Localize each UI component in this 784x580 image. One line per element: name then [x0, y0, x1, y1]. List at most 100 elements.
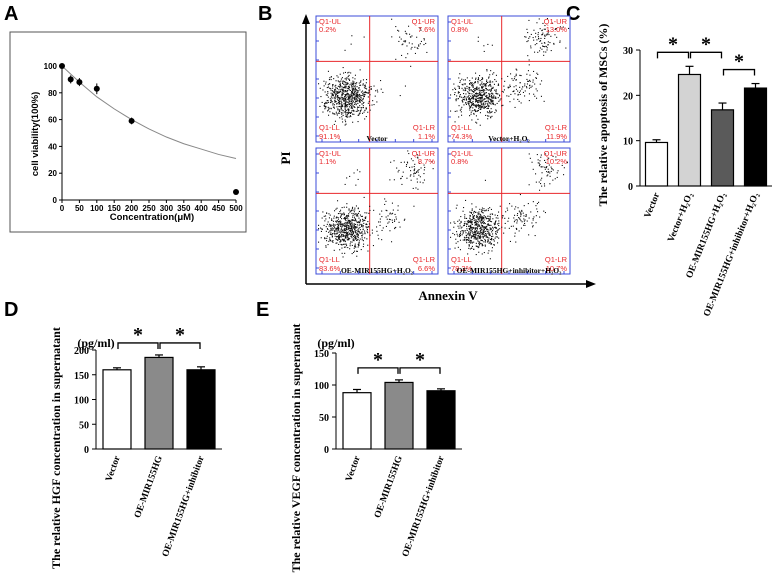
panel-b-dot [453, 226, 455, 228]
panel-b-dot [356, 232, 358, 234]
panel-b-dot [362, 218, 364, 220]
panel-b-dot [337, 109, 339, 111]
panel-b-dot [520, 214, 522, 216]
panel-b-dot [474, 95, 476, 97]
panel-b-dot [475, 242, 477, 244]
panel-b-dot [487, 252, 489, 254]
panel-b-ul-value: 0.2% [319, 25, 336, 34]
panel-b-dot [350, 43, 352, 45]
panel-b-dot [539, 47, 541, 49]
panel-b-dot [469, 241, 471, 243]
panel-b-dot [330, 228, 332, 230]
panel-b-dot [352, 238, 354, 240]
panel-b-dot [352, 206, 354, 208]
panel-b-dot [490, 117, 492, 119]
panel-b-dot [360, 232, 362, 234]
panel-b-dot [544, 35, 546, 37]
panel-b-dot [354, 90, 356, 92]
panel-b-dot [520, 220, 522, 222]
panel-b-dot [357, 215, 359, 217]
panel-b-dot [344, 230, 346, 232]
panel-b-plot-frame [315, 15, 439, 143]
panel-b-dot [551, 168, 553, 170]
panel-b-dot [482, 236, 484, 238]
panel-b-dot [318, 83, 320, 85]
panel-b-dot [525, 215, 527, 217]
panel-b-dot [356, 232, 358, 234]
panel-b-dot [481, 86, 483, 88]
panel-b-dot [345, 99, 347, 101]
panel-b-dot [494, 221, 496, 223]
panel-b-dot [475, 238, 477, 240]
panel-b-dot [353, 86, 355, 88]
panel-b-dot [495, 233, 497, 235]
panel-b-dot [355, 232, 357, 234]
panel-b-dot [330, 107, 332, 109]
panel-b-dot [545, 51, 547, 53]
panel-b-dot [416, 178, 418, 180]
panel-b-dot [367, 92, 369, 94]
panel-b-dot [514, 93, 516, 95]
panel-b-dot [528, 59, 530, 61]
panel-b-dot [395, 218, 397, 220]
panel-b-dot [392, 221, 394, 223]
panel-b-dot [413, 173, 415, 175]
panel-b-dot [367, 111, 369, 113]
panel-b-dot [478, 233, 480, 235]
panel-a-xtick-label: 350 [177, 204, 191, 213]
panel-b-dot [333, 78, 335, 80]
panel-a-xtick-label: 450 [212, 204, 226, 213]
panel-b-dot [355, 100, 357, 102]
panel-b-dot [321, 228, 323, 230]
panel-e-category-label: OE-MIR155HG+inhibitor [401, 454, 447, 558]
panel-b-dot [484, 92, 486, 94]
panel-b-dot [535, 77, 537, 79]
panel-b-dot [338, 229, 340, 231]
panel-b-dot [515, 68, 517, 70]
panel-b-dot [485, 92, 487, 94]
panel-b-dot [350, 241, 352, 243]
panel-b-dot [477, 109, 479, 111]
panel-b-dot [509, 203, 511, 205]
panel-b-dot [470, 106, 472, 108]
panel-b-dot [518, 230, 520, 232]
panel-b-dot [345, 106, 347, 108]
panel-b-dot [359, 171, 361, 173]
panel-b-dot [465, 199, 467, 201]
panel-b-dot [491, 99, 493, 101]
panel-b-dot [333, 97, 335, 99]
panel-b-dot [328, 213, 330, 215]
panel-b-dot [350, 223, 352, 225]
panel-b-dot [495, 89, 497, 91]
panel-b-dot [473, 219, 475, 221]
panel-b-dot [478, 217, 480, 219]
panel-b-dot [344, 111, 346, 113]
panel-b-dot [515, 75, 517, 77]
panel-c-significance-bracket [689, 51, 723, 59]
panel-b-dot [527, 55, 529, 57]
panel-b-dot [478, 224, 480, 226]
panel-b-dot [489, 218, 491, 220]
panel-b-dot [348, 74, 350, 76]
panel-b-dot [363, 219, 365, 221]
panel-b-dot [357, 238, 359, 240]
panel-b-dot [484, 93, 486, 95]
panel-b-dot [542, 45, 544, 47]
panel-b-dot [483, 94, 485, 96]
panel-b-dot [478, 97, 480, 99]
panel-b-dot [340, 223, 342, 225]
panel-b-dot [459, 236, 461, 238]
panel-b-dot [515, 206, 517, 208]
panel-b-dot [471, 90, 473, 92]
panel-b-dot [541, 80, 543, 82]
panel-b-dot [329, 111, 331, 113]
panel-b-dot [338, 236, 340, 238]
panel-b-dot [482, 237, 484, 239]
panel-b-dot [491, 115, 493, 117]
panel-b-dot [534, 51, 536, 53]
panel-b-dot [364, 237, 366, 239]
panel-b-dot [487, 231, 489, 233]
panel-b-dot [337, 200, 339, 202]
panel-b-dot [482, 104, 484, 106]
panel-b-dot [536, 154, 538, 156]
